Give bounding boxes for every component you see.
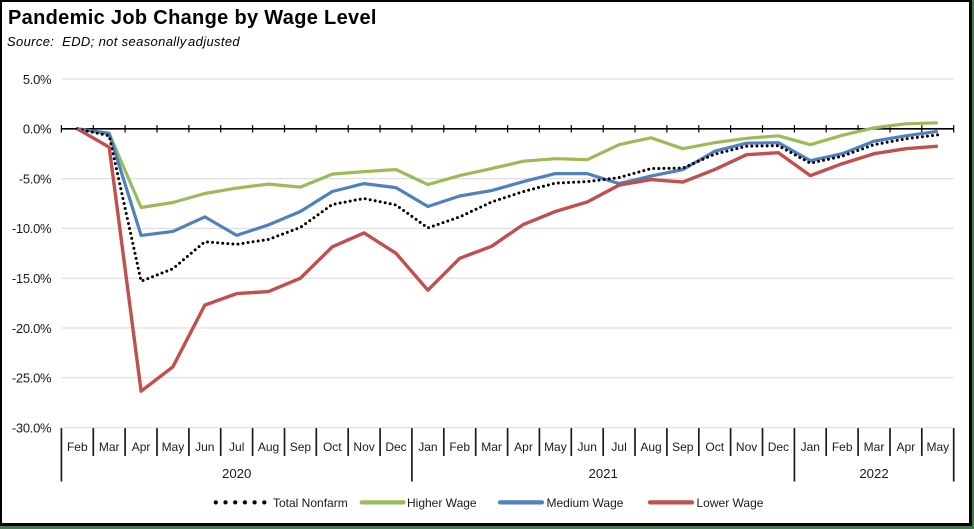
svg-text:Sep: Sep — [290, 440, 312, 454]
svg-text:-20.0%: -20.0% — [12, 321, 52, 336]
svg-text:Oct: Oct — [705, 440, 724, 454]
svg-text:Nov: Nov — [736, 440, 757, 454]
svg-text:Mar: Mar — [864, 440, 885, 454]
svg-text:2022: 2022 — [859, 466, 888, 481]
svg-text:-5.0%: -5.0% — [19, 171, 52, 186]
svg-text:5.0%: 5.0% — [23, 72, 52, 87]
svg-text:Medium Wage: Medium Wage — [547, 496, 624, 510]
svg-text:Dec: Dec — [385, 440, 406, 454]
svg-text:Apr: Apr — [132, 440, 151, 454]
svg-text:Nov: Nov — [353, 440, 374, 454]
svg-text:May: May — [926, 440, 949, 454]
svg-text:-15.0%: -15.0% — [12, 271, 52, 286]
svg-text:-10.0%: -10.0% — [12, 221, 52, 236]
svg-text:Mar: Mar — [99, 440, 120, 454]
svg-text:May: May — [544, 440, 567, 454]
svg-text:Jan: Jan — [801, 440, 820, 454]
svg-text:0.0%: 0.0% — [23, 122, 52, 137]
svg-text:-25.0%: -25.0% — [12, 371, 52, 386]
svg-text:Sep: Sep — [672, 440, 694, 454]
svg-text:Feb: Feb — [67, 440, 88, 454]
svg-text:Lower Wage: Lower Wage — [697, 496, 764, 510]
svg-text:Mar: Mar — [481, 440, 502, 454]
svg-text:2020: 2020 — [222, 466, 251, 481]
svg-text:Jun: Jun — [195, 440, 214, 454]
svg-text:Jun: Jun — [578, 440, 597, 454]
svg-text:Total Nonfarm: Total Nonfarm — [273, 496, 348, 510]
svg-text:Jan: Jan — [418, 440, 437, 454]
svg-text:2021: 2021 — [589, 466, 618, 481]
svg-text:Oct: Oct — [323, 440, 342, 454]
svg-text:Aug: Aug — [258, 440, 279, 454]
svg-text:Higher Wage: Higher Wage — [407, 496, 477, 510]
svg-text:Dec: Dec — [768, 440, 789, 454]
svg-text:Aug: Aug — [640, 440, 661, 454]
svg-text:Apr: Apr — [897, 440, 916, 454]
svg-text:Jul: Jul — [229, 440, 244, 454]
svg-text:May: May — [162, 440, 185, 454]
svg-text:Apr: Apr — [514, 440, 533, 454]
svg-text:-30.0%: -30.0% — [12, 420, 52, 435]
svg-text:Jul: Jul — [611, 440, 626, 454]
svg-text:Feb: Feb — [449, 440, 470, 454]
svg-text:Feb: Feb — [832, 440, 853, 454]
